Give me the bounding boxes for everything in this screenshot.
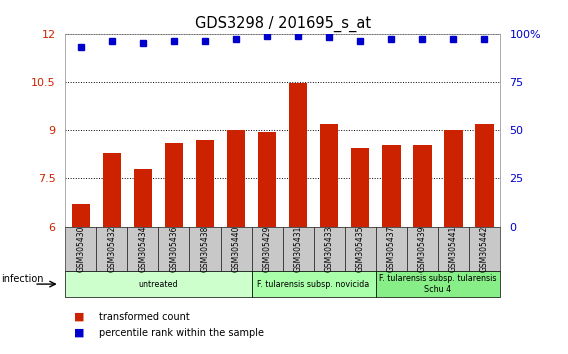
Bar — [320, 124, 339, 227]
Text: infection: infection — [1, 274, 44, 284]
Text: GSM305441: GSM305441 — [449, 225, 458, 272]
Text: GSM305434: GSM305434 — [139, 225, 148, 272]
Bar — [351, 148, 369, 227]
Text: GSM305437: GSM305437 — [387, 225, 396, 272]
Text: GSM305430: GSM305430 — [76, 225, 85, 272]
Text: GSM305433: GSM305433 — [325, 225, 333, 272]
Bar — [165, 143, 183, 227]
Bar — [444, 130, 462, 227]
Bar — [475, 124, 494, 227]
Bar — [133, 169, 152, 227]
Text: GSM305442: GSM305442 — [480, 225, 489, 272]
Text: F. tularensis subsp. novicida: F. tularensis subsp. novicida — [257, 280, 370, 289]
Bar — [289, 84, 307, 227]
Text: percentile rank within the sample: percentile rank within the sample — [99, 328, 264, 338]
Text: GSM305432: GSM305432 — [107, 225, 116, 272]
Bar — [258, 132, 277, 227]
Text: ■: ■ — [74, 312, 84, 322]
Title: GDS3298 / 201695_s_at: GDS3298 / 201695_s_at — [194, 16, 371, 32]
Text: transformed count: transformed count — [99, 312, 190, 322]
Text: GSM305438: GSM305438 — [201, 225, 210, 272]
Bar — [72, 204, 90, 227]
Text: GSM305431: GSM305431 — [294, 225, 303, 272]
Bar — [103, 153, 121, 227]
Text: untreated: untreated — [139, 280, 178, 289]
Bar — [195, 140, 214, 227]
Bar — [227, 130, 245, 227]
Text: GSM305440: GSM305440 — [232, 225, 240, 272]
Text: F. tularensis subsp. tularensis
Schu 4: F. tularensis subsp. tularensis Schu 4 — [379, 274, 496, 294]
Bar — [382, 144, 400, 227]
Text: GSM305439: GSM305439 — [417, 225, 427, 272]
Text: GSM305436: GSM305436 — [169, 225, 178, 272]
Bar — [413, 144, 432, 227]
Text: GSM305429: GSM305429 — [262, 225, 272, 272]
Text: GSM305435: GSM305435 — [356, 225, 365, 272]
Text: ■: ■ — [74, 328, 84, 338]
